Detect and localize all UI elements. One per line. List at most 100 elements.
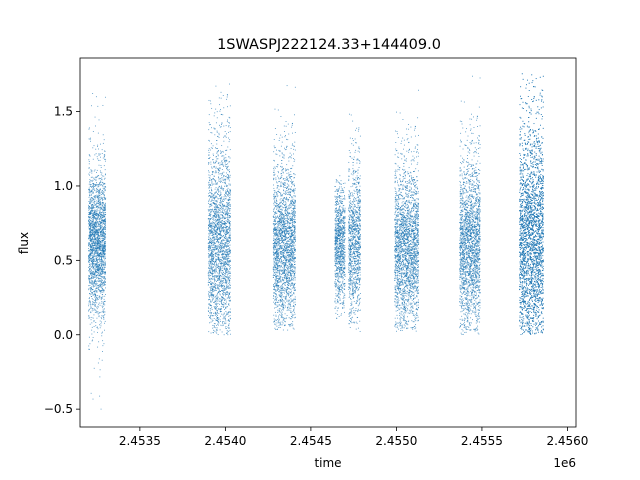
data-point — [92, 247, 94, 249]
data-point — [104, 188, 106, 189]
data-point — [220, 299, 222, 301]
data-point — [225, 254, 227, 256]
data-point — [218, 222, 220, 224]
data-point — [92, 220, 93, 222]
data-point — [98, 266, 100, 268]
data-point — [211, 318, 213, 320]
data-point — [93, 302, 95, 303]
data-point — [225, 242, 227, 244]
data-point — [91, 243, 93, 245]
data-point — [220, 220, 222, 222]
data-point — [214, 313, 216, 314]
data-point — [100, 227, 102, 228]
data-point — [88, 242, 90, 244]
data-point — [221, 253, 223, 255]
data-point — [223, 223, 224, 225]
data-point — [97, 241, 99, 242]
data-point — [93, 259, 95, 261]
data-point — [93, 255, 95, 257]
data-point — [102, 267, 104, 269]
data-point — [102, 190, 103, 192]
data-point — [88, 256, 90, 258]
data-point — [96, 268, 98, 270]
data-point — [208, 192, 210, 194]
data-point — [104, 242, 105, 244]
data-point — [91, 322, 93, 324]
data-point — [224, 274, 225, 276]
data-point — [91, 204, 93, 206]
data-point — [222, 228, 224, 230]
data-point — [228, 287, 230, 289]
data-point — [226, 98, 228, 100]
data-point — [213, 161, 215, 163]
data-point — [218, 185, 220, 187]
data-point — [102, 229, 104, 231]
data-point — [211, 267, 213, 268]
data-point — [223, 261, 225, 263]
data-point — [227, 275, 229, 277]
data-point — [218, 279, 220, 281]
data-point — [217, 227, 219, 229]
data-point — [218, 249, 220, 251]
data-point — [224, 286, 225, 288]
data-point — [89, 259, 91, 261]
data-point — [223, 246, 224, 248]
data-point — [213, 162, 215, 164]
data-point — [216, 276, 217, 278]
data-point — [288, 291, 290, 293]
data-point — [229, 199, 231, 201]
data-point — [97, 237, 98, 239]
data-point — [95, 218, 97, 220]
data-point — [221, 217, 223, 219]
data-point — [100, 221, 102, 222]
data-point — [97, 210, 99, 212]
data-point — [102, 308, 104, 310]
data-point — [91, 232, 93, 234]
data-point — [221, 164, 223, 166]
data-point — [227, 291, 229, 293]
data-point — [100, 217, 102, 219]
data-point — [101, 196, 103, 198]
data-point — [217, 221, 219, 223]
data-point — [217, 215, 219, 217]
data-point — [227, 243, 229, 244]
data-point — [217, 317, 219, 318]
data-point — [276, 220, 278, 222]
data-point — [103, 315, 105, 316]
data-point — [92, 237, 94, 239]
data-point — [227, 273, 229, 275]
data-point — [102, 305, 104, 307]
data-point — [102, 251, 104, 253]
data-point — [93, 263, 95, 265]
data-point — [221, 250, 223, 252]
data-point — [223, 198, 225, 200]
data-point — [97, 190, 99, 192]
data-point — [275, 165, 277, 167]
data-point — [292, 211, 294, 213]
data-point — [217, 189, 219, 191]
data-point — [101, 301, 103, 302]
data-point — [224, 277, 226, 279]
data-point — [213, 195, 215, 196]
data-point — [281, 152, 283, 154]
data-point — [208, 270, 210, 272]
data-point — [226, 306, 228, 308]
data-point — [228, 141, 230, 143]
data-point — [101, 276, 103, 278]
data-point — [208, 308, 210, 310]
data-point — [103, 175, 105, 177]
data-point — [223, 244, 225, 246]
data-point — [288, 270, 290, 272]
data-point — [212, 258, 214, 260]
data-point — [224, 131, 226, 132]
data-point — [227, 163, 229, 165]
data-point — [223, 256, 225, 258]
data-point — [230, 234, 231, 236]
data-point — [226, 257, 228, 259]
data-point — [214, 276, 216, 278]
data-point — [104, 234, 106, 235]
data-point — [103, 317, 105, 319]
data-point — [211, 293, 213, 295]
data-point — [98, 235, 100, 237]
data-point — [217, 219, 219, 221]
